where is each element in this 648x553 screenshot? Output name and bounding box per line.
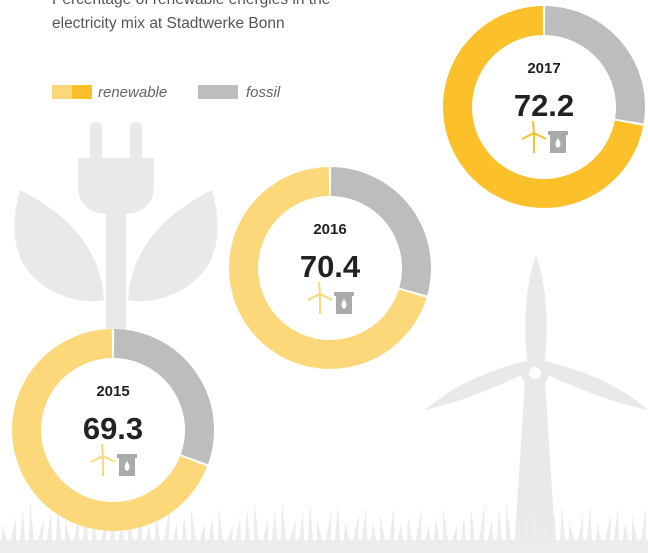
plant-icon-flame	[555, 138, 561, 148]
turbine-tower	[514, 380, 556, 553]
plant-icon-top	[548, 131, 568, 135]
turbine-hub-center	[529, 367, 541, 379]
year-label: 2017	[527, 60, 560, 77]
plant-icon-top	[334, 292, 354, 296]
legend-swatch	[198, 85, 238, 99]
turbine-blade	[540, 360, 648, 410]
plant-icon-flame	[124, 461, 130, 471]
background-art	[0, 122, 648, 553]
legend-swatch	[72, 85, 92, 99]
title: Percentage of renewable energies in the …	[52, 0, 330, 32]
year-label: 2016	[313, 221, 346, 238]
turbine-blade	[425, 360, 530, 410]
turbine-icon-blades	[521, 120, 547, 140]
leaf	[14, 190, 105, 302]
energy-icons	[307, 281, 354, 314]
turbine-blade	[525, 255, 547, 370]
plug-prong	[90, 122, 102, 162]
donut-segment	[330, 167, 431, 296]
ground	[0, 540, 648, 553]
plug-prong	[130, 122, 142, 162]
legend-label: renewable	[98, 84, 167, 101]
energy-icons	[90, 443, 137, 476]
energy-icons	[521, 120, 568, 153]
plant-icon-flame	[341, 299, 347, 309]
legend-label: fossil	[246, 84, 281, 101]
year-label: 2015	[96, 383, 129, 400]
turbine-icon-blades	[90, 443, 116, 463]
value-label: 72.2	[514, 88, 574, 123]
grass	[0, 501, 648, 553]
value-label: 69.3	[83, 411, 143, 446]
donut-segment	[113, 329, 214, 465]
turbine-icon-blades	[307, 281, 333, 301]
donut-segment	[12, 329, 208, 531]
leaf	[128, 190, 218, 302]
donut-segment	[544, 6, 645, 124]
donut-segment	[228, 167, 427, 369]
plug-body	[78, 158, 154, 330]
plant-icon-top	[117, 454, 137, 458]
value-label: 70.4	[300, 249, 361, 284]
legend-swatch	[52, 85, 72, 99]
